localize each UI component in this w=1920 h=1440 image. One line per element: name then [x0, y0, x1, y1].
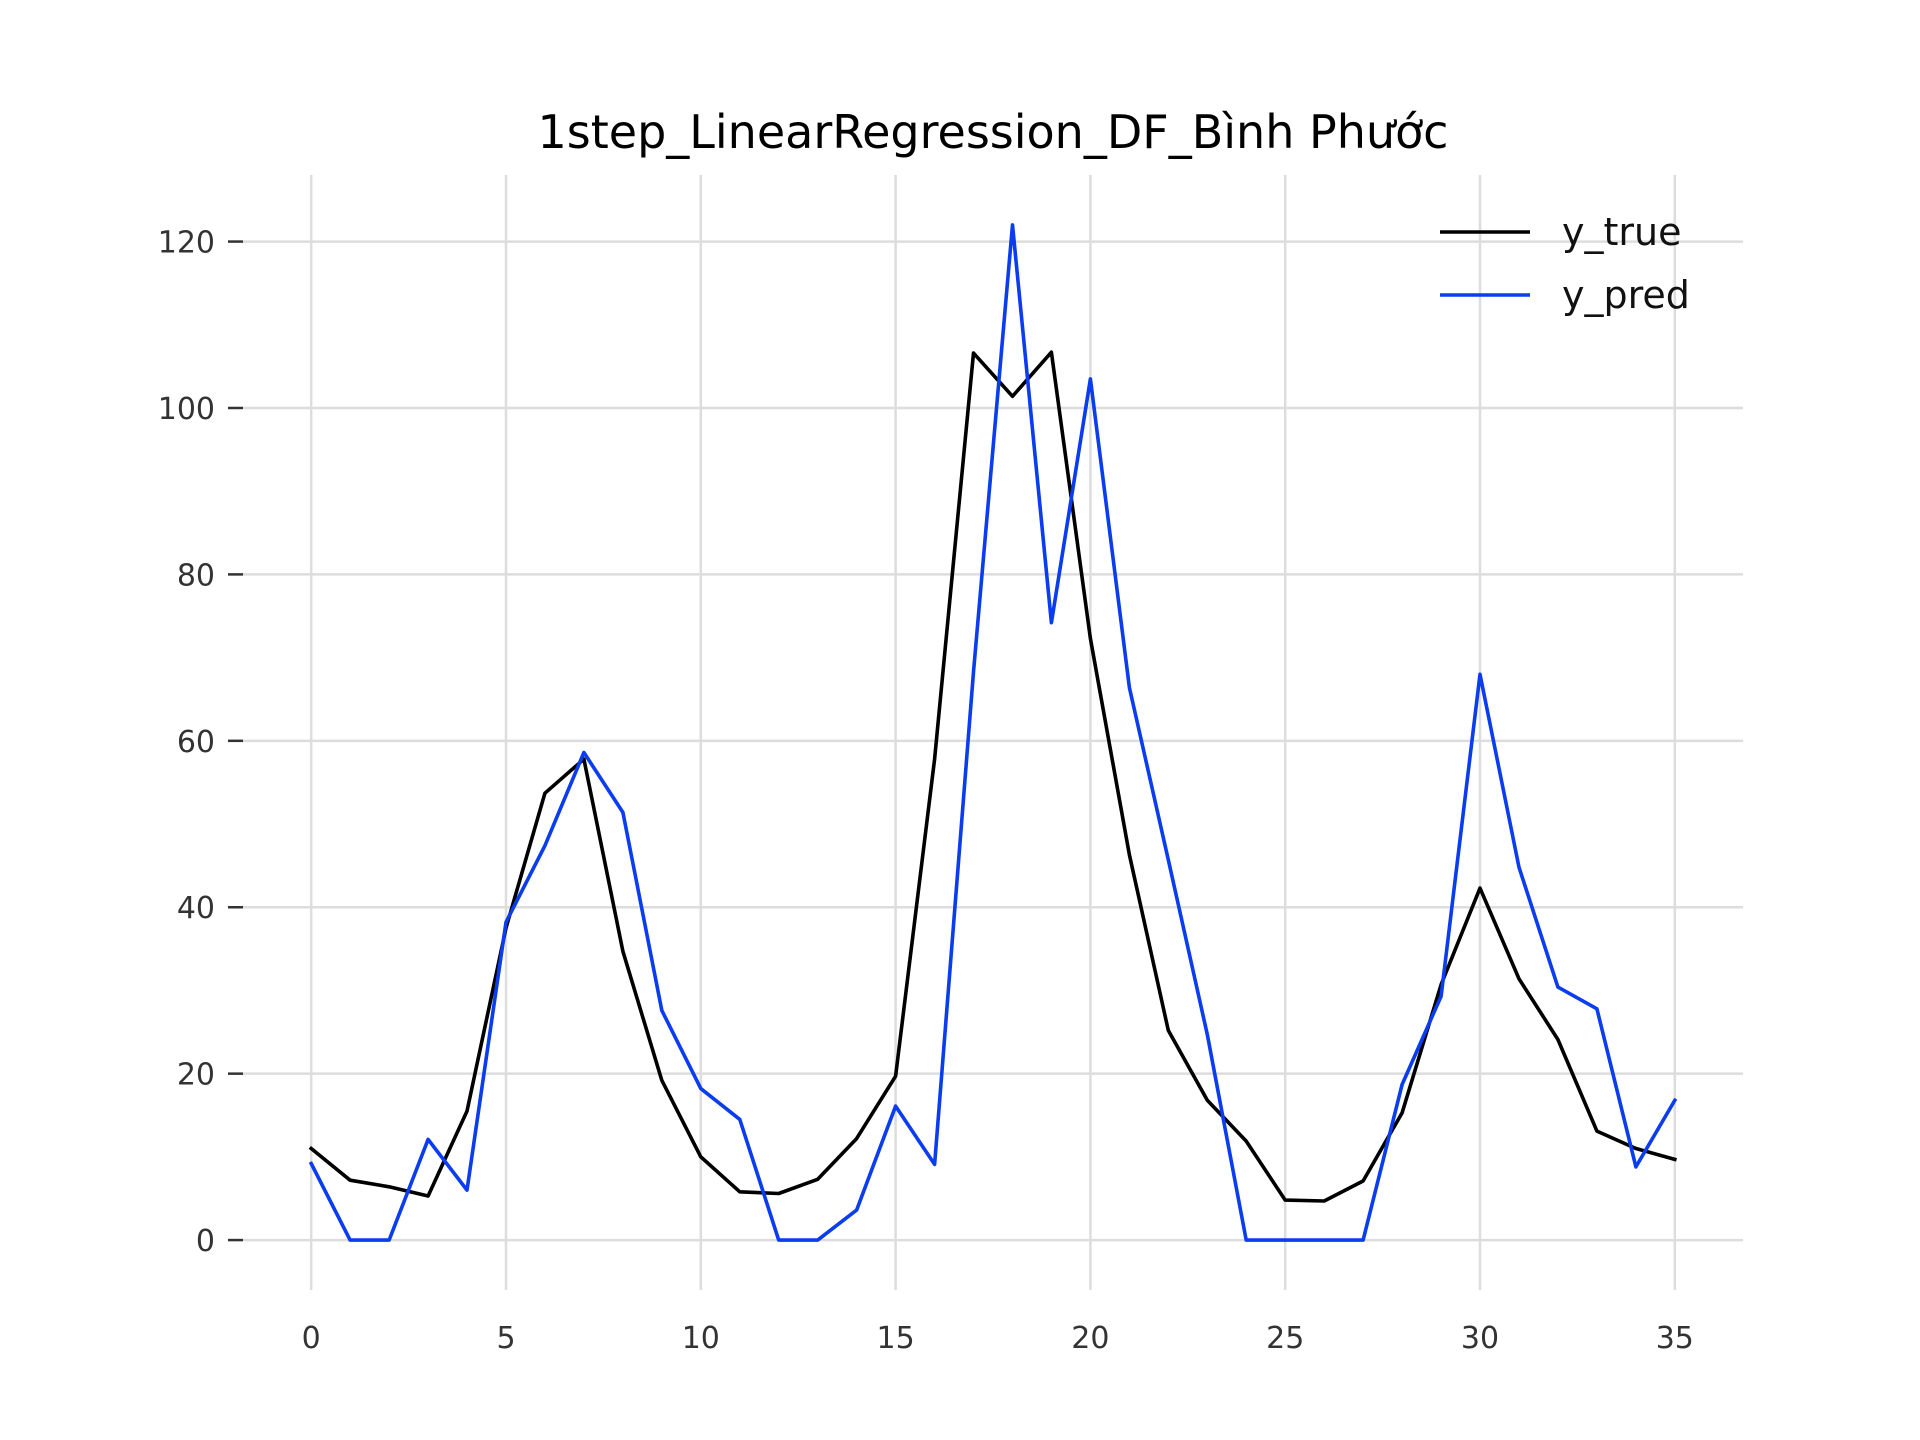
x-tick-label: 25 — [1266, 1321, 1304, 1356]
y-tick-label: 120 — [158, 226, 215, 261]
x-tick-label: 30 — [1461, 1321, 1499, 1356]
series-line-y-pred — [308, 223, 1678, 1242]
legend-label: y_pred — [1562, 273, 1690, 317]
y-tick-label: 40 — [177, 891, 215, 926]
series-group — [308, 223, 1678, 1242]
y-tick-label: 20 — [177, 1058, 215, 1093]
y-tick-label: 80 — [177, 558, 215, 593]
x-tick-label: 35 — [1656, 1321, 1694, 1356]
chart-title: 1step_LinearRegression_DF_Bình Phước — [538, 105, 1449, 159]
y-tick-label: 0 — [196, 1224, 215, 1259]
grid — [243, 175, 1743, 1290]
legend: y_true y_pred — [1440, 210, 1690, 317]
y-tick-label: 100 — [158, 392, 215, 427]
series-line-y-true — [308, 350, 1678, 1203]
x-tick-label: 0 — [302, 1321, 321, 1356]
x-tick-label: 20 — [1071, 1321, 1109, 1356]
legend-label: y_true — [1562, 210, 1681, 254]
axes: 0 5 10 15 20 25 30 35 0 20 40 60 80 100 120 — [158, 226, 1694, 1356]
x-tick-label: 5 — [496, 1321, 515, 1356]
x-tick-label: 15 — [877, 1321, 915, 1356]
y-tick-label: 60 — [177, 725, 215, 760]
x-tick-label: 10 — [682, 1321, 720, 1356]
